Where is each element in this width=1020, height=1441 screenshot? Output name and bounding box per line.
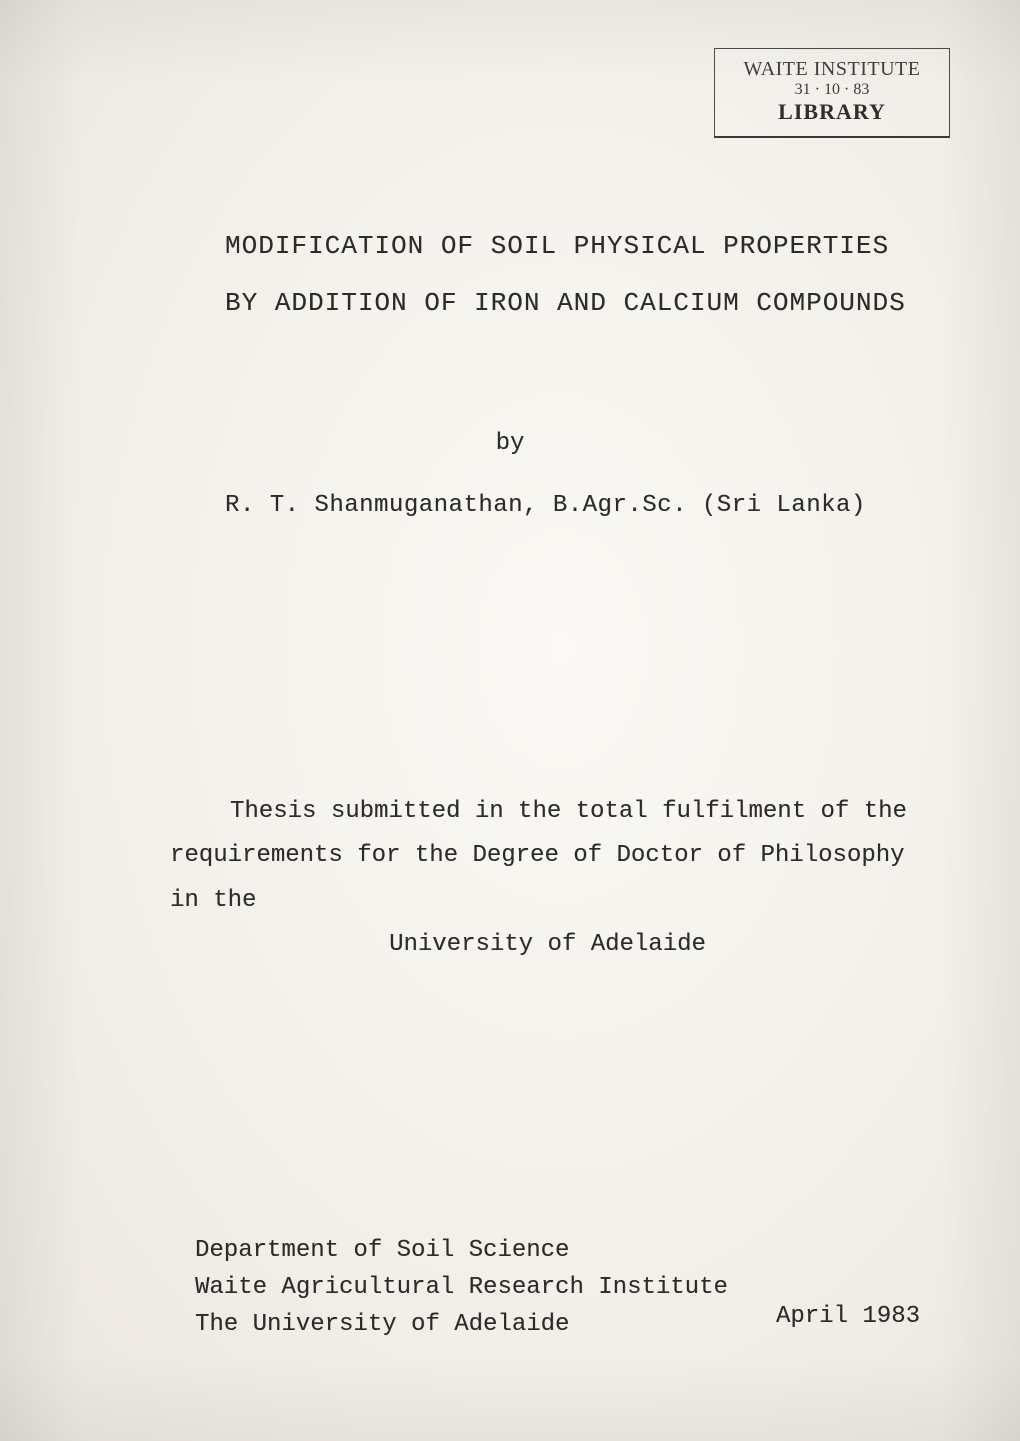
title-line-2: BY ADDITION OF IRON AND CALCIUM COMPOUND… xyxy=(225,275,925,332)
byline: by xyxy=(0,430,1020,457)
thesis-line-2: requirements for the Degree of Doctor of… xyxy=(170,834,925,923)
thesis-line-3: University of Adelaide xyxy=(170,923,925,967)
stamp-institute: WAITE INSTITUTE xyxy=(727,57,937,82)
thesis-line-1: Thesis submitted in the total fulfilment… xyxy=(170,790,925,834)
author-line: R. T. Shanmuganathan, B.Agr.Sc. (Sri Lan… xyxy=(225,492,925,519)
library-stamp: WAITE INSTITUTE 31 · 10 · 83 LIBRARY xyxy=(714,48,950,138)
affiliation-line-2: Waite Agricultural Research Institute xyxy=(195,1269,925,1306)
thesis-statement: Thesis submitted in the total fulfilment… xyxy=(170,790,925,968)
title-line-1: MODIFICATION OF SOIL PHYSICAL PROPERTIES xyxy=(225,218,925,275)
submission-date: April 1983 xyxy=(776,1303,920,1330)
thesis-title-page: WAITE INSTITUTE 31 · 10 · 83 LIBRARY MOD… xyxy=(0,0,1020,1441)
stamp-library: LIBRARY xyxy=(727,98,937,126)
stamp-date-handwritten: 31 · 10 · 83 xyxy=(727,80,937,100)
thesis-title: MODIFICATION OF SOIL PHYSICAL PROPERTIES… xyxy=(225,218,925,332)
affiliation-line-1: Department of Soil Science xyxy=(195,1232,925,1269)
